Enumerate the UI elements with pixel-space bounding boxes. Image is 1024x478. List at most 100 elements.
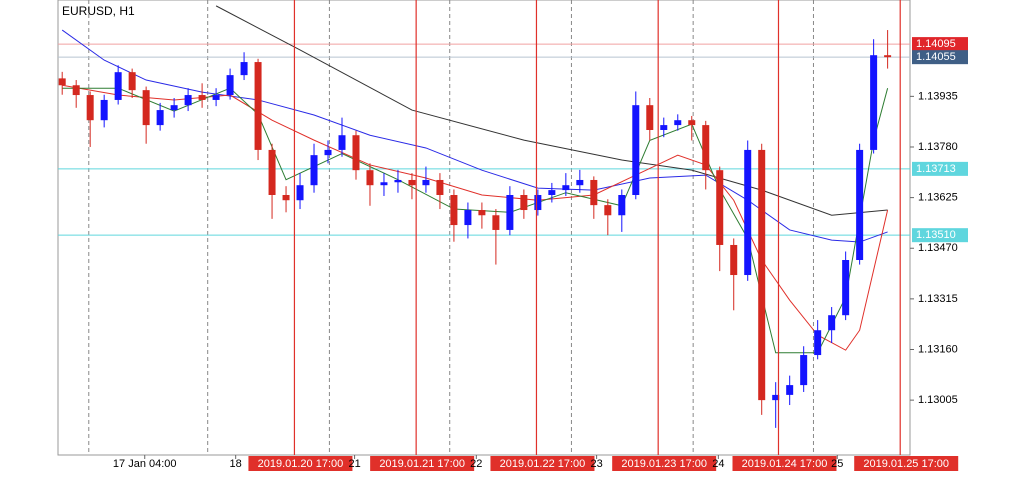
candle-body [58,78,66,86]
plot-frame [57,0,911,456]
candle-body [520,195,528,211]
candle-body [478,210,486,216]
candle-body [618,195,626,216]
candle-body [744,149,752,276]
candle-body [240,62,248,76]
level-box [912,50,968,65]
candle-body [128,72,136,91]
y-tick-label: 1.13160 [918,343,958,355]
candle-body [492,215,500,230]
y-tick-label: 1.13625 [918,192,958,204]
candle-body [436,179,444,195]
candle-body [828,315,836,331]
candle-body [800,355,808,386]
candle-body [86,95,94,121]
candle-body [142,90,150,126]
separator-box [370,456,475,471]
y-tick-label: 1.13780 [918,141,958,153]
candle-body [632,105,640,195]
candle-body [576,179,584,186]
level-box [912,37,968,52]
candle-body [506,195,514,230]
candle-body [338,135,346,150]
candle-body [310,155,318,186]
y-tick-label: 1.13005 [918,394,958,406]
x-tick-label: 22 [470,458,482,470]
candle-body [646,105,654,130]
separator-layer: 2019.01.20 17:00 2019.01.21 17:00 2019.01.… [248,0,959,471]
moving-average [61,29,888,243]
candle-body [548,190,556,195]
candle-body [814,330,822,356]
candle-body [170,105,178,111]
separator-label: 2019.01.25 17:00 [863,458,949,470]
candle-body [226,75,234,96]
candle-body [380,182,388,186]
level-label: 1.13713 [916,163,956,175]
level-box [912,161,968,176]
candle-body [296,185,304,201]
x-tick-label: 23 [590,458,602,470]
candle-body [562,185,570,191]
separator-box [248,456,353,471]
separator-box [612,456,717,471]
level-label: 1.14095 [916,38,956,50]
candle-body [100,99,108,121]
candle-body [730,244,738,276]
candle-body [72,85,80,96]
candle-body [884,55,892,58]
candle-body [268,149,276,195]
candle-body [464,210,472,226]
candle-body [212,95,220,100]
y-tick-label: 1.13935 [918,90,958,102]
candle-body [702,125,710,171]
candle-layer [58,30,892,428]
moving-average [215,5,888,216]
chart-title: EURUSD, H1 [62,4,135,18]
separator-label: 2019.01.24 17:00 [742,458,828,470]
candle-body [324,149,332,156]
x-tick-label: 24 [712,458,724,470]
separator-label: 2019.01.23 17:00 [621,458,707,470]
y-tick-label: 1.13470 [918,242,958,254]
candle-body [408,179,416,186]
candle-body [422,179,430,186]
separator-box [490,456,595,471]
level-box [912,228,968,243]
candle-body [590,179,598,206]
candle-body [156,110,164,126]
candle-body [450,195,458,226]
candle-body [716,170,724,245]
x-tick-label: 21 [348,458,360,470]
candle-body [660,125,668,130]
candle-body [674,120,682,126]
candle-body [114,72,122,100]
candle-body [366,170,374,186]
candle-body [352,135,360,171]
grid-layer [88,0,814,455]
level-label: 1.13510 [916,229,956,241]
candle-body [534,195,542,211]
separator-box [732,456,837,471]
candle-body [394,179,402,183]
separator-label: 2019.01.22 17:00 [500,458,586,470]
candle-body [282,195,290,201]
candle-body [786,385,794,395]
separator-box [854,456,959,471]
level-layer [58,43,910,236]
y-tick-label: 1.13315 [918,293,958,305]
separator-label: 2019.01.21 17:00 [379,458,465,470]
candle-body [198,95,206,100]
candle-body [254,62,262,150]
candle-body [758,149,766,401]
x-tick-label: 25 [831,458,843,470]
axis-layer: 1.13005 1.13160 1.13315 1.13470 1.13625 1.137… [113,37,968,470]
candle-body [688,120,696,126]
candle-body [772,394,780,401]
candle-body [184,95,192,106]
candle-body [856,149,864,260]
x-tick-label: 18 [230,458,242,470]
level-label: 1.14055 [916,51,956,63]
x-tick-label: 17 Jan 04:00 [113,458,177,470]
separator-label: 2019.01.20 17:00 [258,458,344,470]
